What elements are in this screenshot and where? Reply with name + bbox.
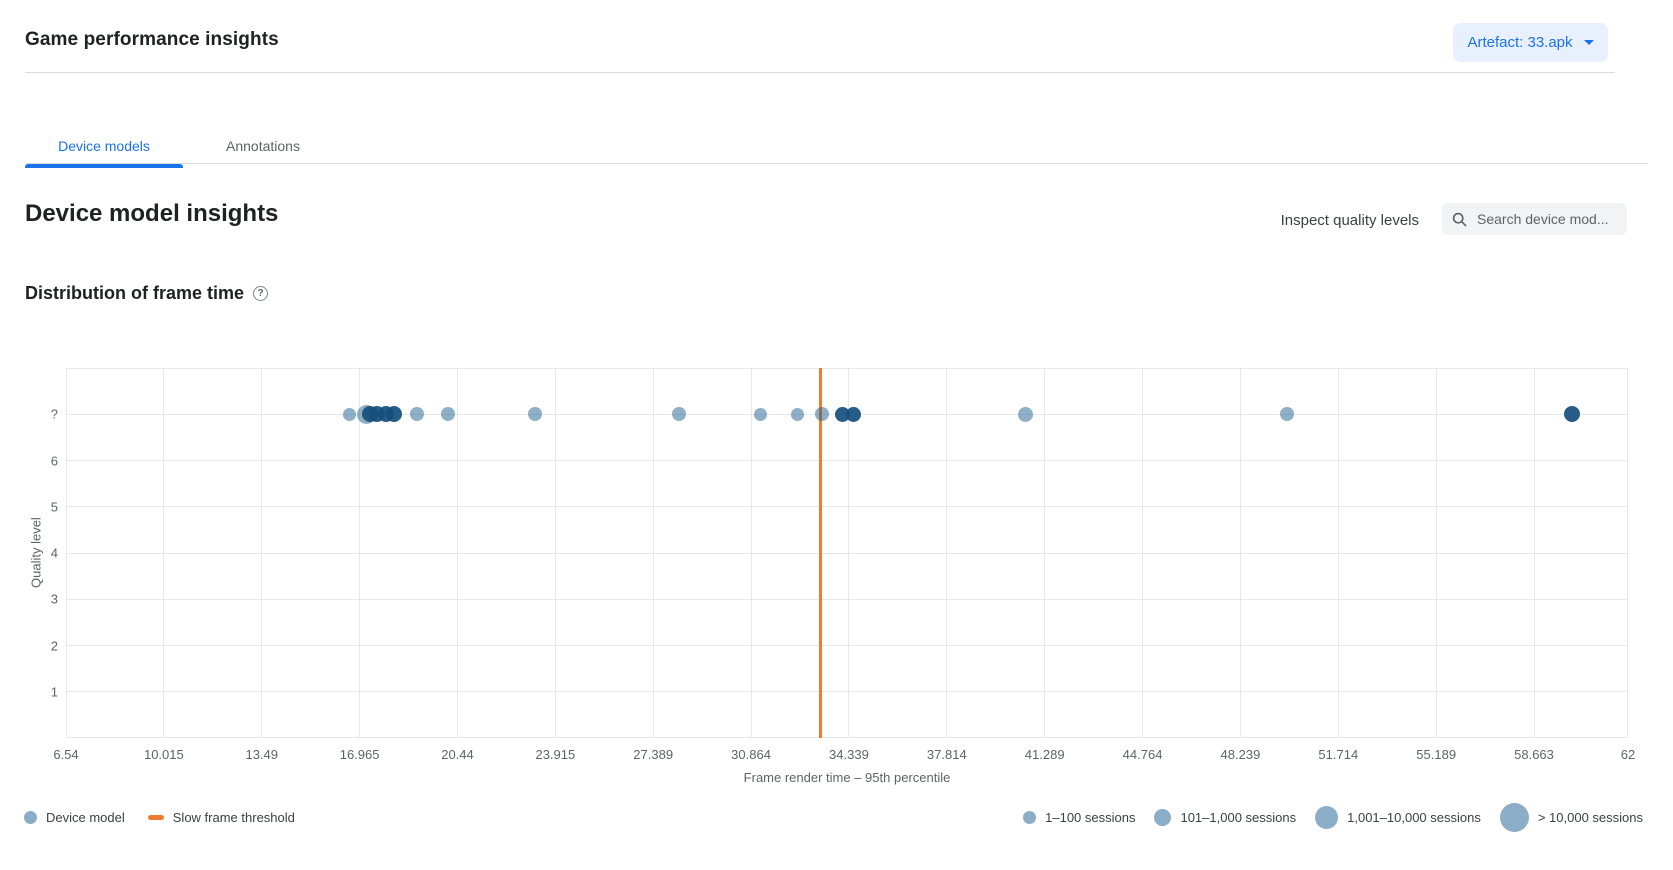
x-axis-tick-labels: 6.54 10.015 13.49 16.965 20.44 23.915 27.389 30… [53,747,1635,767]
tabs-divider [25,163,1648,164]
gridline-horizontal [66,736,1628,738]
device-model-point[interactable] [845,406,861,422]
chart-title: Distribution of frame time [25,283,245,303]
y-tick-label: 2 [50,638,58,653]
x-tick-label: 62 [1620,747,1636,762]
x-tick-label: 30.864 [731,747,771,762]
session-size-legend: 1–100 sessions 101–1,000 sessions 1,001–10… [1023,800,1643,834]
device-model-point[interactable] [342,407,356,421]
gridline-horizontal [66,460,1628,461]
y-tick-label: 5 [50,499,58,515]
search-icon [1452,212,1467,226]
series-legend: Device model Slow frame threshold [24,804,295,830]
device-model-point[interactable] [754,407,768,421]
device-model-point[interactable] [386,406,403,423]
device-model-point[interactable] [1563,406,1580,423]
x-tick-label: 44.764 [1122,747,1163,762]
y-tick-label: 3 [50,591,58,607]
gridline-horizontal [66,598,1628,600]
device-model-point[interactable] [1280,407,1295,422]
x-tick-label: 6.54 [53,747,79,762]
section-title: Device model insights [25,200,279,227]
legend-label: 101–1,000 sessions [1180,809,1297,825]
device-model-point[interactable] [790,407,804,421]
x-tick-label: 48.239 [1220,747,1261,762]
legend-size-item: > 10,000 sessions [1499,802,1643,832]
search-input[interactable] [1475,210,1617,228]
chart-title-row: Distribution of frame time ? [25,283,269,304]
chevron-down-icon [1583,40,1594,45]
legend-size-item: 1–100 sessions [1023,810,1135,825]
device-model-point[interactable] [440,407,455,422]
x-axis-title: Frame render time – 95th percentile [743,770,951,785]
threshold-legend-line [147,814,164,820]
tab-device-models-label: Device models [58,138,150,154]
inspect-quality-levels-button[interactable]: Inspect quality levels [1275,211,1425,230]
device-model-point[interactable] [671,407,686,422]
y-axis-tick-labels: ? 6 5 4 3 2 1 [0,368,58,738]
legend-series-item: Device model [24,810,125,825]
legend-label: Slow frame threshold [172,809,295,825]
y-tick-label: 1 [50,684,58,700]
x-tick-label: 27.389 [633,747,674,762]
legend-size-item: 101–1,000 sessions [1154,808,1297,826]
device-model-legend-dot [24,810,37,824]
tab-annotations-label: Annotations [226,138,300,154]
help-icon[interactable]: ? [253,286,269,301]
x-tick-label: 55.189 [1416,747,1457,762]
gridline-horizontal [66,506,1628,508]
x-tick-label: 20.44 [441,747,474,762]
x-tick-label: 58.663 [1514,747,1554,762]
x-tick-label: 34.339 [829,747,869,762]
device-model-point[interactable] [834,406,850,422]
tab-bar: Device models Annotations [25,128,343,168]
device-model-point[interactable] [409,407,424,422]
header-divider [25,72,1615,73]
x-tick-label: 41.289 [1024,747,1065,762]
gridline-horizontal [66,368,1628,369]
page-title: Game performance insights [25,29,279,50]
gridline-horizontal [66,552,1628,554]
search-device-models-box[interactable] [1442,203,1627,235]
session-size-legend-dot [1023,810,1037,824]
legend-label: > 10,000 sessions [1537,809,1643,825]
x-tick-label: 13.49 [245,747,279,762]
artefact-dropdown-label: Artefact: 33.apk [1467,34,1573,51]
device-model-point[interactable] [528,407,543,422]
x-tick-label: 51.714 [1318,747,1359,762]
legend-label: 1–100 sessions [1045,809,1136,825]
slow-frame-threshold-line [819,368,823,738]
y-tick-label: 4 [50,545,58,561]
legend-size-item: 1,001–10,000 sessions [1315,805,1481,829]
x-tick-label: 37.814 [926,747,967,762]
x-tick-label: 16.965 [339,747,380,762]
legend-label: Device model [46,809,125,825]
device-model-point[interactable] [815,407,830,422]
y-tick-label: ? [50,406,58,422]
legend-series-item: Slow frame threshold [147,809,295,825]
tab-annotations[interactable]: Annotations [183,128,343,164]
gridline-horizontal [66,645,1628,646]
x-tick-label: 10.015 [143,747,184,762]
legend-label: 1,001–10,000 sessions [1347,809,1481,825]
gridline-horizontal [66,691,1628,693]
y-tick-label: 6 [50,453,58,468]
artefact-dropdown[interactable]: Artefact: 33.apk [1453,23,1608,62]
session-size-legend-dot [1499,802,1529,832]
active-tab-indicator [25,164,183,168]
device-model-point[interactable] [1017,406,1033,422]
session-size-legend-dot [1154,808,1172,826]
session-size-legend-dot [1315,805,1339,829]
x-tick-label: 23.915 [535,747,576,762]
tab-device-models[interactable]: Device models [25,128,183,168]
frame-time-scatter-plot [65,368,1628,738]
